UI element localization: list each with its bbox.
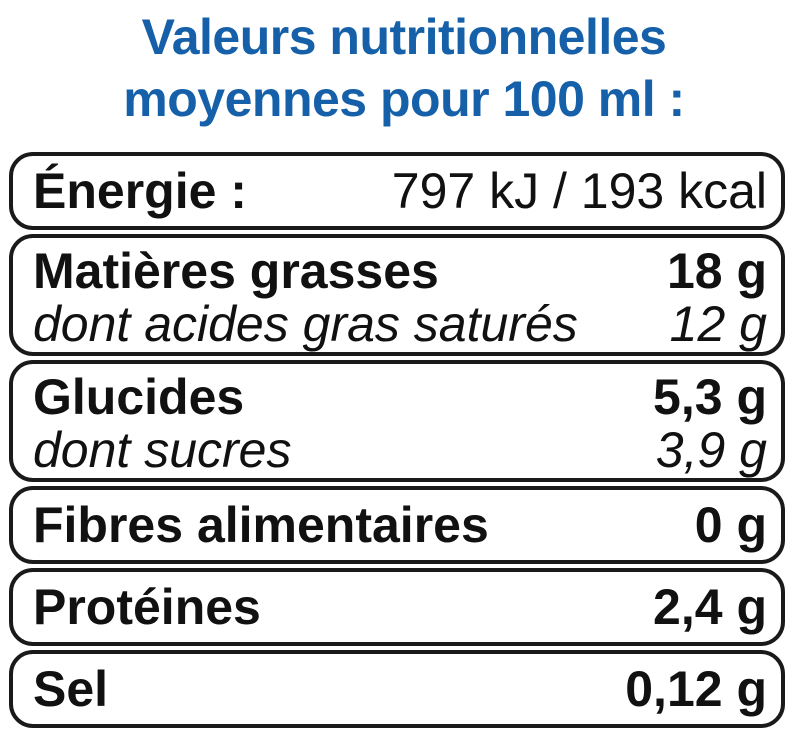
proteins-box: Protéines 2,4 g	[9, 568, 785, 646]
saturated-fats-label: dont acides gras saturés	[33, 296, 578, 352]
energy-row: Énergie : 797 kJ / 193 kcal	[33, 163, 767, 219]
proteins-row: Protéines 2,4 g	[33, 579, 767, 635]
saturated-fats-row: dont acides gras saturés 12 g	[33, 296, 767, 352]
salt-value: 0,12 g	[625, 661, 767, 717]
energy-label: Énergie :	[33, 163, 247, 219]
salt-row: Sel 0,12 g	[33, 661, 767, 717]
salt-label: Sel	[33, 661, 109, 717]
fats-label: Matières grasses	[33, 243, 439, 299]
saturated-fats-value: 12 g	[669, 296, 767, 352]
sugars-label: dont sucres	[33, 422, 292, 478]
proteins-label: Protéines	[33, 579, 261, 635]
nutrition-title: Valeurs nutritionnelles moyennes pour 10…	[0, 6, 808, 130]
fats-box: Matières grasses 18 g dont acides gras s…	[9, 234, 785, 356]
energy-value: 797 kJ / 193 kcal	[391, 163, 767, 219]
carbs-value: 5,3 g	[653, 369, 767, 425]
sugars-value: 3,9 g	[655, 422, 767, 478]
sugars-row: dont sucres 3,9 g	[33, 422, 767, 478]
carbs-label: Glucides	[33, 369, 245, 425]
fats-row: Matières grasses 18 g	[33, 243, 767, 299]
proteins-value: 2,4 g	[653, 579, 767, 635]
fibres-label: Fibres alimentaires	[33, 497, 489, 553]
title-line-2: moyennes pour 100 ml :	[123, 71, 685, 127]
fibres-row: Fibres alimentaires 0 g	[33, 497, 767, 553]
fibres-box: Fibres alimentaires 0 g	[9, 486, 785, 564]
energy-box: Énergie : 797 kJ / 193 kcal	[9, 152, 785, 230]
title-line-1: Valeurs nutritionnelles	[141, 9, 667, 65]
carbs-box: Glucides 5,3 g dont sucres 3,9 g	[9, 360, 785, 482]
fibres-value: 0 g	[694, 497, 767, 553]
fats-value: 18 g	[666, 243, 767, 299]
carbs-row: Glucides 5,3 g	[33, 369, 767, 425]
salt-box: Sel 0,12 g	[9, 650, 785, 728]
